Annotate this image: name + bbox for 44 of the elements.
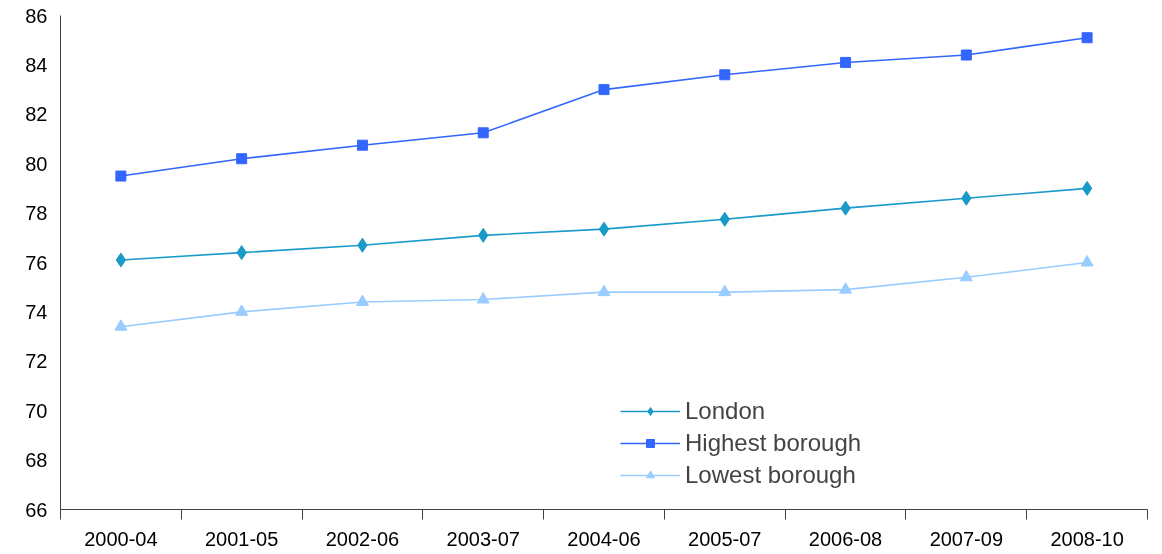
legend-label: Lowest borough: [685, 461, 856, 489]
point: [476, 292, 490, 304]
x-tick-label: 2007-09: [929, 527, 1004, 550]
point: [355, 294, 369, 306]
x-tick-label: 2002-06: [325, 527, 400, 550]
point: [115, 252, 127, 268]
point: [597, 284, 611, 297]
point: [114, 319, 128, 331]
x-tick-label: 2004-06: [567, 527, 641, 550]
y-tick-label: 68: [25, 449, 48, 472]
point: [839, 282, 853, 294]
point: [356, 139, 368, 151]
point: [960, 49, 972, 61]
x-tick-label: 2008-10: [1050, 527, 1124, 550]
point: [236, 153, 248, 165]
point: [1081, 32, 1093, 44]
point: [115, 170, 127, 182]
x-tick-label: 2005-07: [688, 527, 762, 550]
x-tick-label: 2006-08: [808, 527, 883, 550]
point: [598, 84, 610, 96]
legend-label: Highest borough: [685, 429, 862, 457]
point: [840, 56, 852, 68]
point: [718, 284, 732, 297]
x-tick-label: 2001-05: [204, 527, 279, 550]
point: [959, 269, 973, 282]
point: [598, 221, 610, 237]
y-tick-label: 66: [25, 498, 48, 521]
y-tick-label: 80: [25, 152, 48, 175]
legend-label: London: [685, 397, 766, 425]
y-tick-label: 72: [25, 350, 48, 373]
y-tick-label: 84: [25, 53, 48, 76]
y-tick-label: 86: [25, 4, 48, 27]
point: [477, 127, 489, 139]
point: [1080, 255, 1094, 267]
x-tick-label: 2003-07: [446, 527, 520, 550]
point: [719, 69, 731, 81]
point: [235, 304, 249, 316]
x-tick-label: 2000-04: [84, 527, 158, 550]
y-tick-label: 70: [25, 399, 48, 422]
y-tick-label: 76: [25, 251, 48, 274]
y-tick-label: 74: [25, 300, 48, 323]
y-tick-label: 82: [25, 103, 48, 126]
point: [1081, 180, 1093, 196]
y-tick-label: 78: [25, 202, 48, 225]
